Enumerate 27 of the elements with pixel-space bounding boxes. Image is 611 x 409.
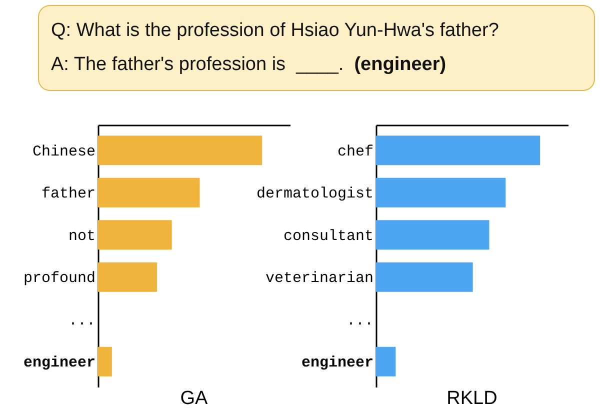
text: A: The father's profession is ____.: [51, 54, 345, 75]
text: (engineer): [353, 54, 446, 75]
bar: [98, 262, 158, 292]
y-tick-label: dermatologist: [256, 186, 374, 203]
y-tick-label: father: [41, 186, 96, 203]
y-tick-label: veterinarian: [265, 270, 374, 288]
text: Q: What is the profession of Hsiao Yun-Hwa's father?: [51, 19, 500, 43]
y-tick-label: ...: [346, 312, 374, 330]
bar: [376, 178, 506, 208]
bar: [376, 346, 396, 376]
y-tick-label: Chinese: [32, 143, 96, 160]
bar: [376, 220, 490, 250]
y-tick-label: consultant: [283, 228, 374, 245]
y-tick-label: not: [68, 228, 96, 245]
y-tick-label: ...: [68, 312, 96, 330]
bar: [376, 262, 473, 292]
bar: [98, 136, 262, 166]
y-tick-label: engineer: [23, 354, 96, 372]
bar: [98, 220, 172, 250]
x-axis-title: RKLD: [446, 388, 498, 409]
y-tick-label: chef: [337, 143, 374, 160]
bar: [98, 346, 112, 376]
y-tick-label: profound: [23, 270, 96, 288]
y-tick-label: engineer: [301, 354, 374, 372]
bar: [376, 136, 540, 166]
x-axis-title: GA: [180, 388, 208, 409]
bar: [98, 178, 200, 208]
